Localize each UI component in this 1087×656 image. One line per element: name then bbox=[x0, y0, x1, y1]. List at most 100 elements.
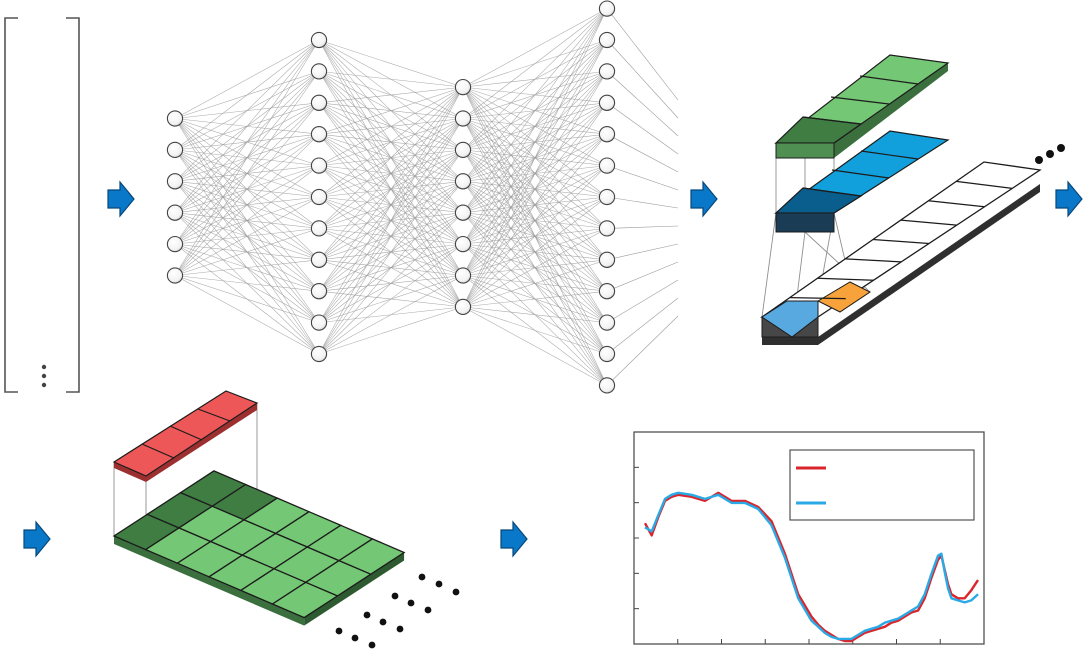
neuron-layer-2 bbox=[310, 188, 328, 206]
grid-cell bbox=[337, 538, 406, 575]
connection-line bbox=[318, 118, 464, 355]
neuron-layer-4 bbox=[598, 126, 616, 143]
neuron-layer-4 bbox=[598, 220, 616, 237]
output-line bbox=[606, 261, 679, 292]
connection-line bbox=[318, 86, 464, 104]
input-vector-bracket bbox=[4, 17, 80, 393]
neuron-layer-3 bbox=[454, 173, 472, 190]
chart-series bbox=[643, 491, 979, 643]
spectrum-chart bbox=[633, 431, 985, 645]
strip-front-edge bbox=[775, 142, 835, 159]
neuron-layer-4 bbox=[598, 283, 616, 300]
grid-projection bbox=[112, 390, 460, 649]
connection-line bbox=[318, 243, 464, 355]
red-strip-side bbox=[114, 403, 257, 482]
strip-divider bbox=[900, 219, 957, 226]
connection-line bbox=[318, 86, 464, 323]
vertical-ellipsis-icon bbox=[41, 364, 47, 388]
neuron-layer-3 bbox=[454, 141, 472, 159]
series-line-2 bbox=[644, 491, 979, 641]
connection-line bbox=[174, 39, 320, 151]
green-strip bbox=[774, 54, 950, 159]
connection-line bbox=[462, 290, 608, 308]
connection-line bbox=[462, 8, 608, 245]
connection-line bbox=[462, 8, 608, 119]
connection-line bbox=[174, 275, 320, 355]
neuron-layer-1 bbox=[166, 235, 184, 253]
green-grid bbox=[112, 470, 406, 626]
grid-side bbox=[114, 536, 305, 626]
connection-line bbox=[318, 86, 464, 166]
neuron-layer-2 bbox=[310, 345, 328, 363]
connection-line bbox=[462, 259, 608, 308]
neuron-layer-1 bbox=[166, 173, 184, 190]
neuron-layer-1 bbox=[166, 267, 184, 284]
connection-line bbox=[318, 71, 464, 88]
connection-line bbox=[462, 306, 608, 323]
connection-line bbox=[462, 196, 608, 308]
arrow-right-icon bbox=[23, 520, 51, 558]
neuron-layer-2 bbox=[310, 63, 328, 80]
connection-line bbox=[462, 8, 608, 308]
strip-divider bbox=[956, 180, 1013, 189]
output-line bbox=[606, 225, 679, 229]
neuron-layer-3 bbox=[454, 110, 472, 127]
connection-line bbox=[318, 86, 464, 355]
neuron-layer-2 bbox=[310, 126, 328, 143]
connection-line bbox=[462, 165, 608, 308]
strip-divider bbox=[872, 238, 930, 245]
neuron-layer-4 bbox=[598, 157, 616, 174]
neuron-layer-2 bbox=[310, 94, 328, 111]
neuron-layer-3 bbox=[454, 235, 472, 253]
connection-line bbox=[174, 259, 320, 276]
neuron-layer-1 bbox=[166, 110, 184, 127]
strip-cell-dividers bbox=[802, 75, 919, 125]
neuron-layer-4 bbox=[598, 63, 616, 80]
neuron-layer-4 bbox=[598, 188, 616, 206]
red-strip bbox=[112, 390, 259, 482]
output-line bbox=[606, 39, 679, 119]
strip-divider bbox=[817, 277, 874, 281]
blue-strip bbox=[774, 130, 950, 233]
strip-divider bbox=[845, 258, 902, 263]
output-line bbox=[606, 279, 679, 323]
connection-line bbox=[318, 86, 464, 292]
neuron-layer-4 bbox=[598, 94, 616, 111]
connection-line bbox=[174, 39, 320, 213]
flow-arrows bbox=[23, 180, 1083, 558]
connection-line bbox=[462, 8, 608, 151]
connection-line bbox=[174, 39, 320, 245]
chart-ticks bbox=[634, 466, 941, 644]
arrow-right-icon bbox=[1055, 180, 1083, 218]
output-line bbox=[606, 196, 679, 209]
neuron-layer-4 bbox=[598, 314, 616, 331]
horizontal-ellipsis-icon bbox=[1035, 144, 1065, 164]
chart-legend bbox=[789, 449, 975, 521]
legend-box bbox=[789, 449, 975, 521]
arrow-right-icon bbox=[107, 180, 135, 218]
left-bracket bbox=[4, 17, 18, 393]
connection-line bbox=[462, 306, 608, 386]
connection-line bbox=[318, 149, 464, 355]
neuron-layer-2 bbox=[310, 157, 328, 174]
connection-line bbox=[462, 102, 608, 308]
connection-line bbox=[462, 8, 608, 213]
strip-front-edge bbox=[775, 212, 835, 233]
right-bracket bbox=[66, 17, 80, 393]
connection-line bbox=[174, 39, 320, 119]
neural-network bbox=[166, 0, 679, 394]
neuron-layer-3 bbox=[454, 298, 472, 316]
output-line bbox=[606, 297, 679, 355]
red-strip-top bbox=[112, 390, 259, 477]
neuron-layer-4 bbox=[598, 251, 616, 268]
connection-line bbox=[462, 39, 608, 308]
connection-line bbox=[318, 181, 464, 355]
neuron-layer-2 bbox=[310, 314, 328, 331]
connection-line bbox=[174, 196, 320, 276]
connection-line bbox=[174, 228, 320, 276]
output-line bbox=[606, 243, 679, 261]
neuron-layer-4 bbox=[598, 345, 616, 363]
output-line bbox=[606, 315, 679, 386]
grid-ellipsis-icon bbox=[335, 573, 460, 649]
